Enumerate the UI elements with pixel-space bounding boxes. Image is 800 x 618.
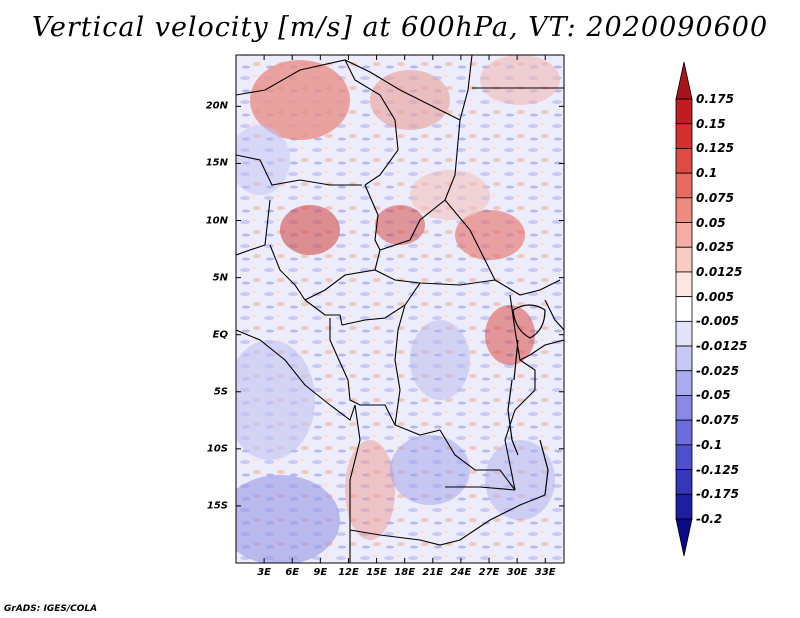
colorbar-swatch: [675, 123, 693, 149]
colorbar-swatch: [675, 444, 693, 470]
lon-label: 12E: [338, 567, 359, 578]
colorbar-label: 0.005: [696, 289, 734, 304]
lon-label: 30E: [506, 567, 528, 578]
colorbar-swatch: [675, 98, 693, 125]
colorbar-label: 0.175: [696, 92, 734, 107]
lon-label: 21E: [422, 567, 444, 578]
colorbar-label: -0.0125: [696, 339, 748, 354]
colorbar-label: -0.125: [696, 462, 739, 477]
colorbar-label: -0.025: [696, 363, 739, 378]
colorbar-swatch: [675, 320, 693, 347]
colorbar-swatch: [675, 197, 693, 223]
colorbar-swatch: [675, 61, 693, 100]
colorbar: [675, 61, 693, 557]
colorbar-label: 0.15: [696, 116, 726, 131]
colorbar-label: 0.025: [696, 240, 734, 255]
lat-label: 15N: [205, 157, 228, 169]
lon-label: 33E: [534, 567, 556, 578]
colorbar-swatch: [675, 370, 693, 396]
lon-label: 27E: [478, 567, 500, 578]
colorbar-swatch: [675, 395, 693, 421]
lat-label: 15S: [206, 500, 228, 512]
colorbar-label: -0.075: [696, 413, 739, 428]
map-title: Vertical velocity [m/s] at 600hPa, VT: 2…: [31, 12, 769, 43]
lat-label: 20N: [205, 100, 228, 112]
lon-label: 9E: [313, 567, 328, 578]
map-frame: [235, 54, 565, 564]
colorbar-swatch: [675, 222, 693, 248]
lon-label: 6E: [285, 567, 300, 578]
colorbar-label: -0.2: [696, 511, 723, 526]
lat-label: 5S: [213, 386, 228, 398]
lon-label: 24E: [450, 567, 472, 578]
colorbar-swatch: [675, 345, 693, 372]
velocity-field: [236, 55, 564, 563]
lon-label: 15E: [366, 567, 387, 578]
colorbar-swatch: [675, 469, 693, 495]
colorbar-label: 0.075: [696, 190, 734, 205]
colorbar-label: -0.05: [696, 388, 731, 403]
colorbar-label: -0.1: [696, 437, 723, 452]
colorbar-label: -0.005: [696, 314, 739, 329]
colorbar-swatch: [675, 518, 693, 557]
lat-label: 10S: [206, 443, 228, 455]
colorbar-label: 0.1: [696, 166, 718, 181]
grads-credit: GrADS: IGES/COLA: [4, 604, 98, 614]
lat-label: 10N: [205, 215, 228, 227]
lon-label: 3E: [257, 567, 272, 578]
colorbar-swatch: [675, 271, 693, 298]
colorbar-label: 0.125: [696, 141, 734, 156]
colorbar-swatch: [675, 419, 693, 446]
lon-label: 18E: [394, 567, 416, 578]
colorbar-label: 0.0125: [696, 264, 743, 279]
lat-label: 5N: [212, 272, 228, 284]
colorbar-swatch: [675, 493, 693, 520]
lat-label: EQ: [212, 329, 228, 341]
lakes: [507, 304, 549, 496]
colorbar-label: 0.05: [696, 215, 726, 230]
country-borders: [236, 55, 564, 563]
colorbar-swatch: [675, 172, 693, 199]
colorbar-swatch: [675, 296, 693, 322]
colorbar-label: -0.175: [696, 487, 739, 502]
colorbar-swatch: [675, 246, 693, 273]
colorbar-swatch: [675, 148, 693, 174]
